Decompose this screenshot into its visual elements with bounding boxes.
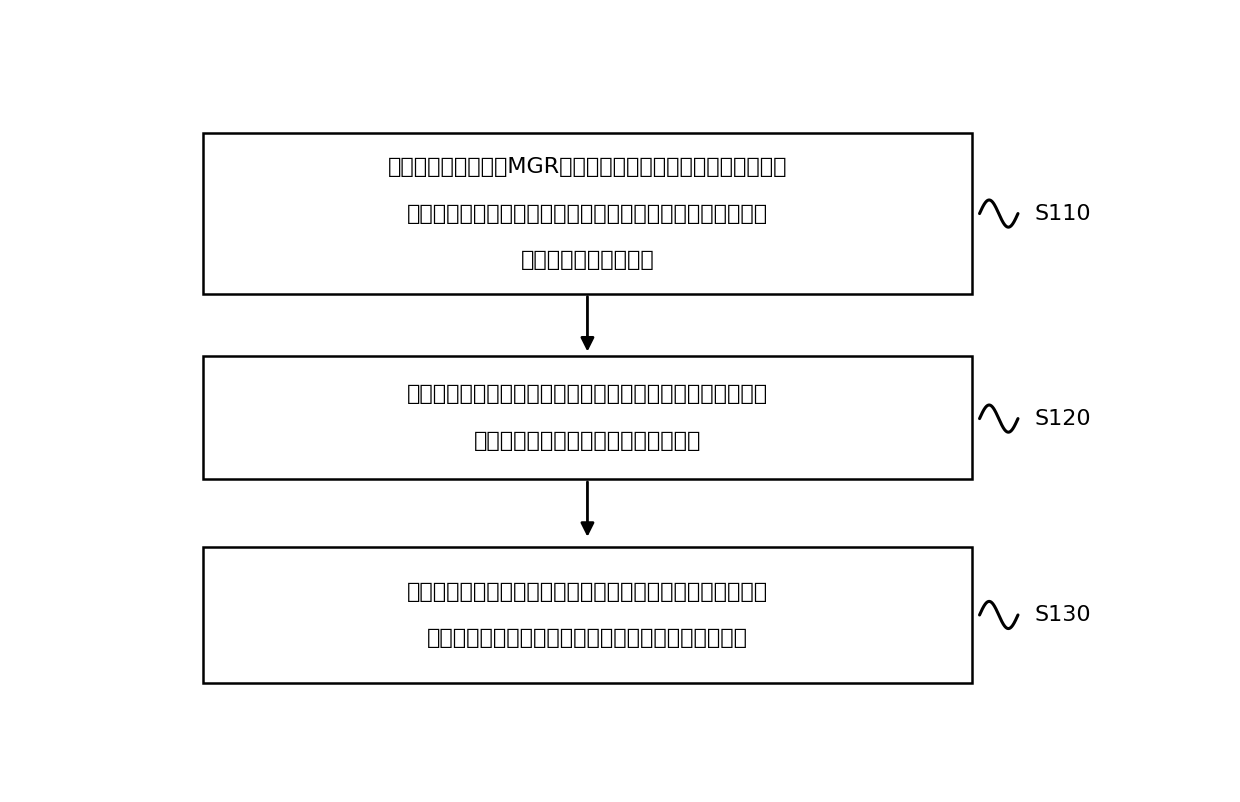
Text: 基于健康检查函数对MGR集群中的当前主节点的连接状态进行检: 基于健康检查函数对MGR集群中的当前主节点的连接状态进行检: [388, 157, 787, 177]
Text: S110: S110: [1034, 204, 1091, 224]
Text: 基于域名切换函数将所述当前主节点切换为所述目标主节点，: 基于域名切换函数将所述当前主节点切换为所述目标主节点，: [407, 581, 768, 602]
Text: 提供读写域名系统服务: 提供读写域名系统服务: [521, 250, 655, 270]
Text: S120: S120: [1034, 408, 1091, 428]
FancyBboxPatch shape: [203, 355, 972, 479]
Text: 并建立当前域名系统与所述目标主节点之间的对应关系: 并建立当前域名系统与所述目标主节点之间的对应关系: [427, 628, 748, 648]
Text: 查，其中，所述主节点与域名系统对应设置，为所述域名系统: 查，其中，所述主节点与域名系统对应设置，为所述域名系统: [407, 204, 768, 224]
Text: 取与所述当前主节点对应的目标主节点: 取与所述当前主节点对应的目标主节点: [474, 431, 701, 451]
Text: 当检查到当前域名系统与所述当前主节点发生连接故障时，获: 当检查到当前域名系统与所述当前主节点发生连接故障时，获: [407, 384, 768, 404]
FancyBboxPatch shape: [203, 547, 972, 683]
FancyBboxPatch shape: [203, 133, 972, 294]
Text: S130: S130: [1034, 605, 1091, 625]
